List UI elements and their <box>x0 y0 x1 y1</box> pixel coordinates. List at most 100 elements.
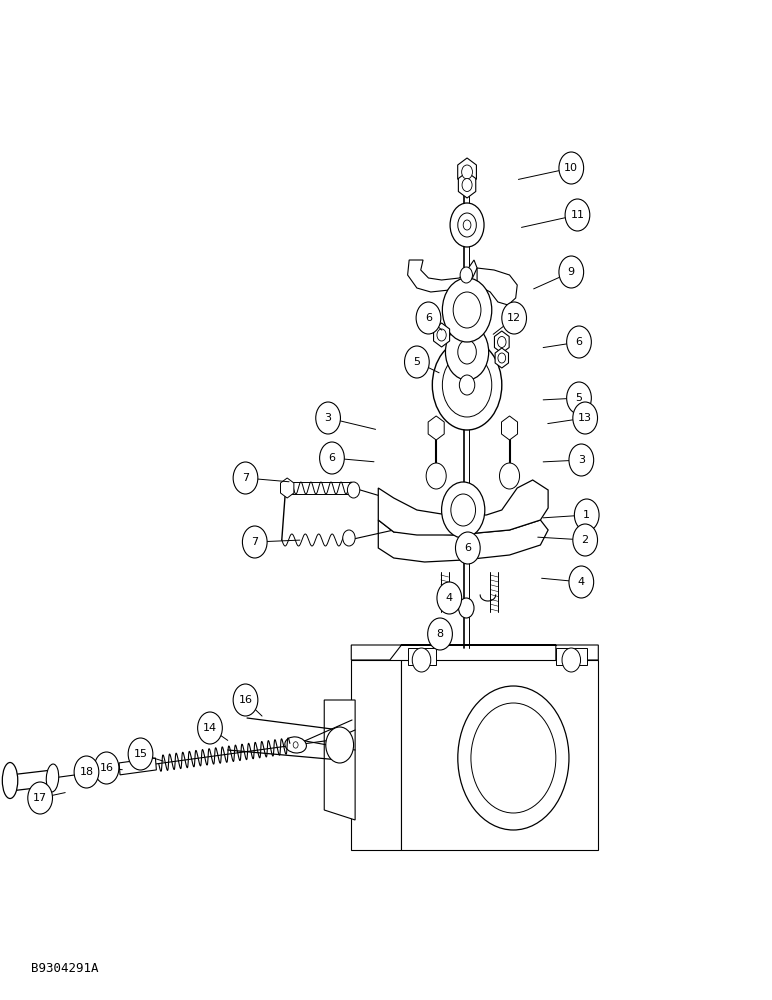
Polygon shape <box>351 660 401 850</box>
Polygon shape <box>286 482 354 494</box>
Circle shape <box>451 494 476 526</box>
Polygon shape <box>458 158 476 186</box>
Polygon shape <box>378 520 548 562</box>
Polygon shape <box>556 648 587 665</box>
Text: 14: 14 <box>203 723 217 733</box>
Circle shape <box>502 302 527 334</box>
Circle shape <box>445 324 489 380</box>
Ellipse shape <box>285 737 306 753</box>
Text: 11: 11 <box>571 210 584 220</box>
Circle shape <box>320 442 344 474</box>
Text: 16: 16 <box>239 695 252 705</box>
Polygon shape <box>408 260 477 292</box>
Polygon shape <box>434 323 449 347</box>
Circle shape <box>428 618 452 650</box>
Polygon shape <box>119 758 157 775</box>
Circle shape <box>499 463 520 489</box>
Ellipse shape <box>46 764 59 792</box>
Polygon shape <box>428 416 444 440</box>
Text: 16: 16 <box>100 763 113 773</box>
Circle shape <box>559 256 584 288</box>
Polygon shape <box>378 480 548 535</box>
Circle shape <box>128 738 153 770</box>
Circle shape <box>562 648 581 672</box>
Ellipse shape <box>78 766 93 780</box>
Circle shape <box>453 292 481 328</box>
Text: 9: 9 <box>567 267 575 277</box>
Text: 17: 17 <box>33 793 47 803</box>
Polygon shape <box>502 416 517 440</box>
Text: B9304291A: B9304291A <box>31 962 98 975</box>
Ellipse shape <box>86 761 97 785</box>
Circle shape <box>437 582 462 614</box>
Polygon shape <box>280 478 294 498</box>
Circle shape <box>405 346 429 378</box>
Text: 3: 3 <box>577 455 585 465</box>
Circle shape <box>498 336 506 348</box>
Circle shape <box>28 782 52 814</box>
Text: 3: 3 <box>324 413 332 423</box>
Circle shape <box>437 329 446 341</box>
Circle shape <box>412 648 431 672</box>
Circle shape <box>459 375 475 395</box>
Circle shape <box>442 482 485 538</box>
Circle shape <box>574 499 599 531</box>
Circle shape <box>442 353 492 417</box>
Polygon shape <box>477 268 517 305</box>
Text: 5: 5 <box>413 357 421 367</box>
Text: 6: 6 <box>425 313 432 323</box>
Circle shape <box>573 402 598 434</box>
Circle shape <box>559 152 584 184</box>
Circle shape <box>569 566 594 598</box>
Circle shape <box>462 178 472 192</box>
Circle shape <box>343 530 355 546</box>
Text: 6: 6 <box>464 543 472 553</box>
Circle shape <box>432 340 502 430</box>
Circle shape <box>233 684 258 716</box>
Circle shape <box>460 267 472 283</box>
Polygon shape <box>495 348 509 368</box>
Circle shape <box>74 756 99 788</box>
Circle shape <box>569 444 594 476</box>
Circle shape <box>498 353 506 363</box>
Circle shape <box>326 727 354 763</box>
Circle shape <box>426 463 446 489</box>
Circle shape <box>458 340 476 364</box>
Polygon shape <box>401 660 598 850</box>
Circle shape <box>416 302 441 334</box>
Circle shape <box>84 771 88 776</box>
Text: 13: 13 <box>578 413 592 423</box>
Text: 2: 2 <box>581 535 589 545</box>
Text: 10: 10 <box>564 163 578 173</box>
Circle shape <box>233 462 258 494</box>
Text: 4: 4 <box>577 577 585 587</box>
Circle shape <box>573 524 598 556</box>
Text: 5: 5 <box>575 393 583 403</box>
Circle shape <box>198 712 222 744</box>
Polygon shape <box>459 172 476 198</box>
Circle shape <box>316 402 340 434</box>
Circle shape <box>463 220 471 230</box>
Text: 15: 15 <box>134 749 147 759</box>
Circle shape <box>455 532 480 564</box>
Text: 1: 1 <box>583 510 591 520</box>
Circle shape <box>471 703 556 813</box>
Polygon shape <box>408 648 436 665</box>
Text: 6: 6 <box>575 337 583 347</box>
Polygon shape <box>91 763 114 780</box>
Polygon shape <box>351 645 598 660</box>
Circle shape <box>567 382 591 414</box>
Circle shape <box>442 278 492 342</box>
Circle shape <box>347 482 360 498</box>
Text: 6: 6 <box>328 453 336 463</box>
Text: 8: 8 <box>436 629 444 639</box>
Text: 4: 4 <box>445 593 453 603</box>
Circle shape <box>458 213 476 237</box>
Circle shape <box>567 326 591 358</box>
Text: 18: 18 <box>80 767 93 777</box>
Text: 12: 12 <box>507 313 521 323</box>
Circle shape <box>293 742 298 748</box>
Circle shape <box>459 598 474 618</box>
Text: 7: 7 <box>251 537 259 547</box>
Circle shape <box>450 203 484 247</box>
